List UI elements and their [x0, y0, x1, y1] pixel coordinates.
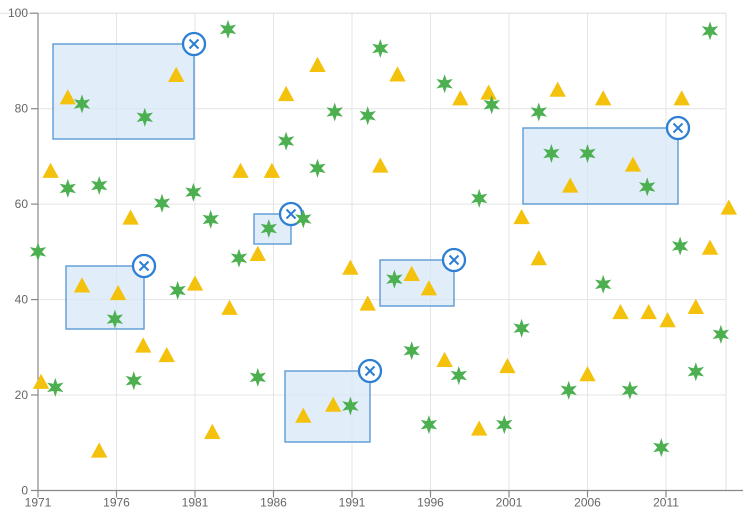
- svg-text:1981: 1981: [182, 496, 209, 510]
- svg-text:60: 60: [15, 197, 29, 211]
- svg-text:80: 80: [15, 102, 29, 116]
- svg-text:2001: 2001: [496, 496, 523, 510]
- svg-text:1996: 1996: [417, 496, 444, 510]
- svg-text:1971: 1971: [25, 496, 52, 510]
- svg-text:2006: 2006: [574, 496, 601, 510]
- svg-text:1991: 1991: [339, 496, 366, 510]
- svg-text:20: 20: [15, 388, 29, 402]
- svg-text:0: 0: [21, 484, 28, 498]
- svg-text:1976: 1976: [103, 496, 130, 510]
- svg-text:100: 100: [8, 6, 28, 20]
- svg-text:40: 40: [15, 293, 29, 307]
- svg-text:2011: 2011: [653, 496, 679, 510]
- svg-text:1986: 1986: [260, 496, 287, 510]
